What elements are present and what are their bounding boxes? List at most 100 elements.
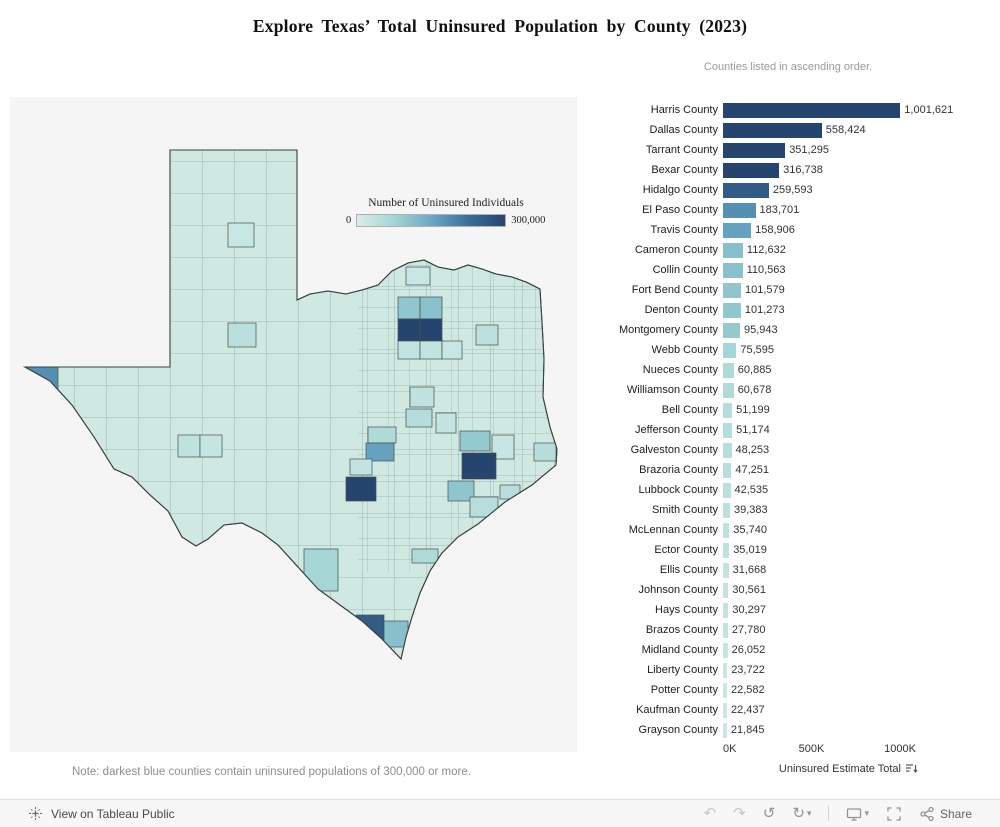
county-shape[interactable] <box>419 296 443 320</box>
county-shape[interactable] <box>419 340 443 360</box>
county-shape[interactable] <box>435 412 457 434</box>
bar-category-label: Midland County <box>641 644 718 656</box>
bar-row: Potter County 22,582 <box>600 680 998 700</box>
bar-mark[interactable] <box>723 102 901 118</box>
county-shape[interactable] <box>227 322 257 348</box>
bar-category-label: Ector County <box>654 544 718 556</box>
county-shape[interactable] <box>491 434 515 460</box>
bar-mark[interactable] <box>723 122 822 138</box>
county-shape[interactable] <box>177 434 201 458</box>
bar-mark[interactable] <box>723 642 728 658</box>
county-shape[interactable] <box>199 434 223 458</box>
bar-mark[interactable] <box>723 182 769 198</box>
bar-mark[interactable] <box>723 582 729 598</box>
bar-mark[interactable] <box>723 242 743 258</box>
texas-map[interactable] <box>10 97 577 752</box>
county-shape[interactable] <box>227 222 255 248</box>
bar-category-label: Williamson County <box>626 384 718 396</box>
county-shape[interactable] <box>365 442 395 462</box>
county-shape[interactable] <box>397 318 421 342</box>
bar-mark[interactable] <box>723 382 734 398</box>
bar-mark[interactable] <box>723 482 731 498</box>
bar-category-label: Potter County <box>650 684 718 696</box>
bottom-toolbar: View on Tableau Public ↶ ↷ ↺ ↻ ▾ ▾ <box>0 799 1000 827</box>
device-layout-button[interactable]: ▾ <box>846 806 869 822</box>
bar-mark[interactable] <box>723 142 786 158</box>
bar-rows: Harris County 1,001,621 Dallas County 558,4… <box>600 100 998 740</box>
bar-value-label: 51,174 <box>736 424 770 436</box>
county-shape[interactable] <box>303 548 339 592</box>
county-shape[interactable] <box>475 324 499 346</box>
bar-mark[interactable] <box>723 202 756 218</box>
county-shape[interactable] <box>397 296 421 320</box>
bar-row: Tarrant County 351,295 <box>600 140 998 160</box>
undo-icon[interactable]: ↶ <box>703 805 717 822</box>
bar-category-label: Nueces County <box>642 364 718 376</box>
county-shape[interactable] <box>469 496 499 518</box>
bar-mark[interactable] <box>723 722 727 738</box>
bar-mark[interactable] <box>723 282 741 298</box>
bar-mark[interactable] <box>723 682 727 698</box>
fullscreen-icon[interactable] <box>886 806 902 822</box>
county-shape[interactable] <box>405 408 433 428</box>
bar-mark[interactable] <box>723 542 730 558</box>
bar-mark[interactable] <box>723 702 727 718</box>
bar-mark[interactable] <box>723 362 734 378</box>
sort-icon[interactable] <box>905 763 918 775</box>
county-shape[interactable] <box>383 620 409 648</box>
bar-category-label: Lubbock County <box>638 484 719 496</box>
refresh-button[interactable]: ↻ ▾ <box>792 806 811 821</box>
county-shape[interactable] <box>499 484 521 500</box>
chevron-down-icon: ▾ <box>806 808 812 818</box>
x-axis-title-row: Uninsured Estimate Total <box>723 763 918 775</box>
bar-mark[interactable] <box>723 662 728 678</box>
county-shape[interactable] <box>397 340 421 360</box>
county-shape[interactable] <box>533 442 557 462</box>
bar-mark[interactable] <box>723 262 743 278</box>
bar-value-label: 30,297 <box>732 604 767 616</box>
device-layout-icon <box>847 807 862 821</box>
bar-value-label: 42,535 <box>734 484 769 496</box>
bar-value-label: 60,885 <box>737 364 772 376</box>
bar-mark[interactable] <box>723 422 733 438</box>
county-shape[interactable] <box>405 266 431 286</box>
x-axis-tick: 0K <box>723 743 737 755</box>
bar-row: Cameron County 112,632 <box>600 240 998 260</box>
bar-mark[interactable] <box>723 602 729 618</box>
view-on-tableau-link[interactable]: View on Tableau Public <box>28 806 175 821</box>
county-shape[interactable] <box>409 386 435 408</box>
bar-mark[interactable] <box>723 302 741 318</box>
bar-mark[interactable] <box>723 522 730 538</box>
bar-mark[interactable] <box>723 502 730 518</box>
bar-mark[interactable] <box>723 322 740 338</box>
bar-mark[interactable] <box>723 402 733 418</box>
bar-mark[interactable] <box>723 622 728 638</box>
bar-mark[interactable] <box>723 562 729 578</box>
bar-value-label: 35,019 <box>733 544 767 556</box>
bar-mark[interactable] <box>723 462 732 478</box>
county-shape[interactable] <box>349 458 373 476</box>
redo-icon[interactable]: ↷ <box>733 805 746 822</box>
bar-mark[interactable] <box>723 222 752 238</box>
county-shape[interactable] <box>419 318 443 342</box>
county-shape[interactable] <box>461 452 497 480</box>
bar-category-label: Travis County <box>650 224 718 236</box>
county-shape[interactable] <box>441 340 463 360</box>
bar-mark[interactable] <box>723 442 732 458</box>
county-shape[interactable] <box>447 480 475 502</box>
bar-mark[interactable] <box>723 342 737 358</box>
bar-row: Jefferson County 51,174 <box>600 420 998 440</box>
county-shape[interactable] <box>411 548 439 564</box>
bar-row: Williamson County 60,678 <box>600 380 998 400</box>
county-shape[interactable] <box>367 426 397 444</box>
county-shape[interactable] <box>345 476 377 502</box>
share-button[interactable]: Share <box>919 806 972 822</box>
replay-icon[interactable]: ↺ <box>762 805 776 822</box>
bar-category-label: El Paso County <box>642 204 718 216</box>
bar-mark[interactable] <box>723 162 780 178</box>
bar-chart: Harris County 1,001,621 Dallas County 558,4… <box>600 100 998 775</box>
bar-row: Harris County 1,001,621 <box>600 100 998 120</box>
chevron-down-icon: ▾ <box>864 808 869 818</box>
page-title: Explore Texas’ Total Uninsured Populatio… <box>252 16 748 36</box>
county-shape[interactable] <box>459 430 491 452</box>
